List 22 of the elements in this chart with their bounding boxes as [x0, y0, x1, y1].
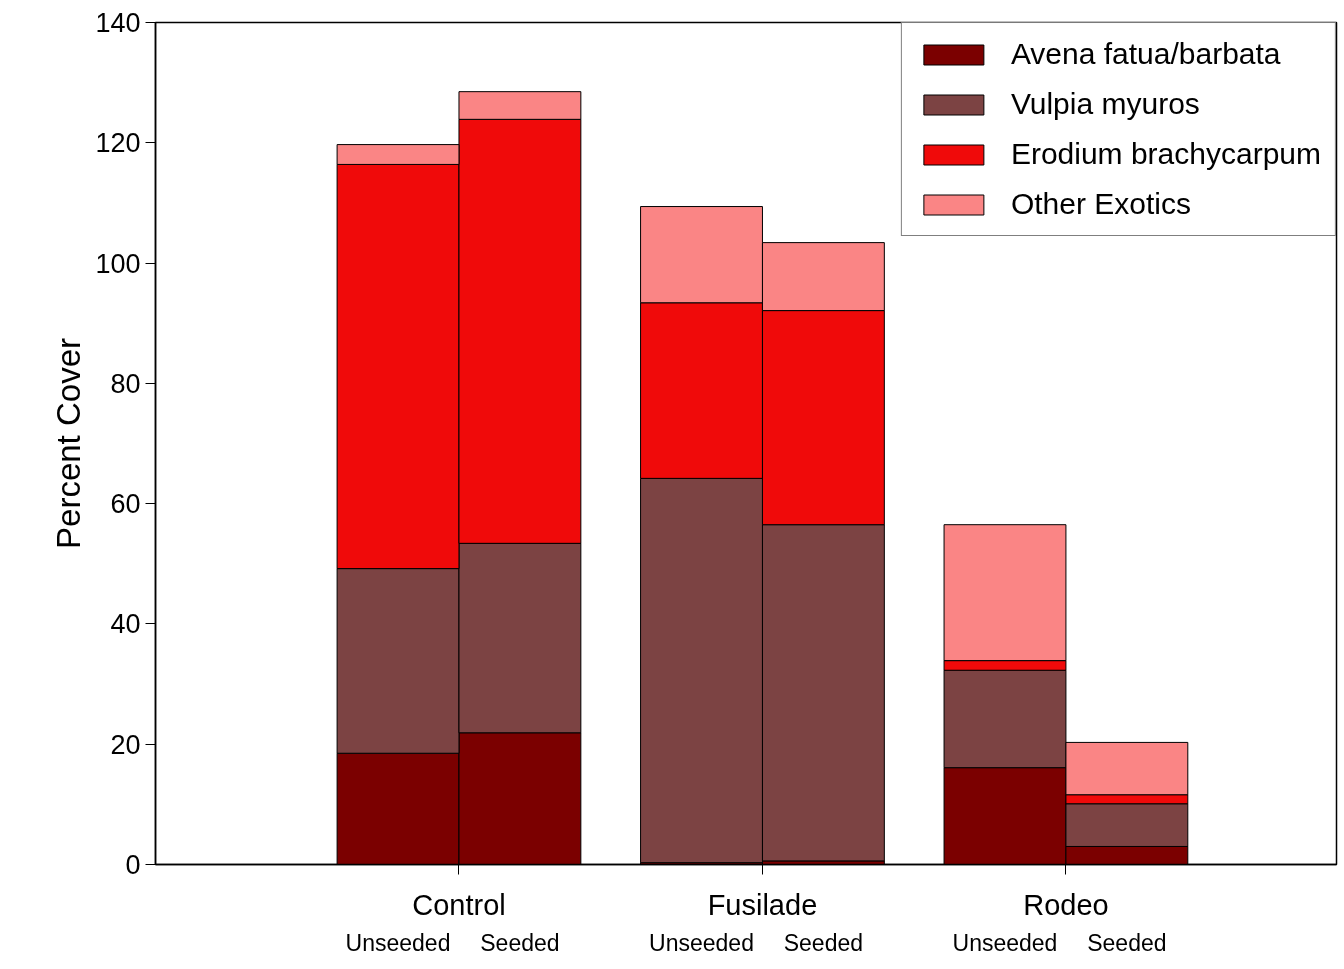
x-tick-label: Seeded: [1087, 929, 1167, 956]
y-tick-label: 20: [110, 729, 141, 760]
legend-label: Vulpia myuros: [1010, 87, 1200, 121]
y-tick-label: 60: [110, 489, 141, 520]
y-tick-label: 80: [110, 368, 141, 399]
legend-label: Erodium brachycarpum: [1010, 137, 1321, 171]
text: Rodeo: [1023, 888, 1109, 921]
y-tick-label: 100: [95, 248, 141, 279]
legend-label: Avena fatua/barbata: [1010, 37, 1281, 71]
text: Control: [412, 888, 506, 921]
y-tick-label: 140: [95, 8, 141, 38]
x-tick-label: Unseeded: [649, 929, 754, 956]
text: Fusilade: [707, 888, 818, 921]
x-tick-label: Seeded: [783, 929, 864, 956]
x-tick-label: Seeded: [480, 929, 560, 956]
y-tick-label: 120: [95, 128, 141, 159]
y-tick-label: 0: [125, 850, 141, 880]
legend-label: Other Exotics: [1010, 187, 1191, 221]
x-tick-label: Unseeded: [952, 929, 1058, 956]
y-tick-label: 40: [110, 609, 141, 640]
y-axis-title: Percent Cover: [50, 338, 88, 549]
x-tick-label: Unseeded: [345, 929, 451, 956]
